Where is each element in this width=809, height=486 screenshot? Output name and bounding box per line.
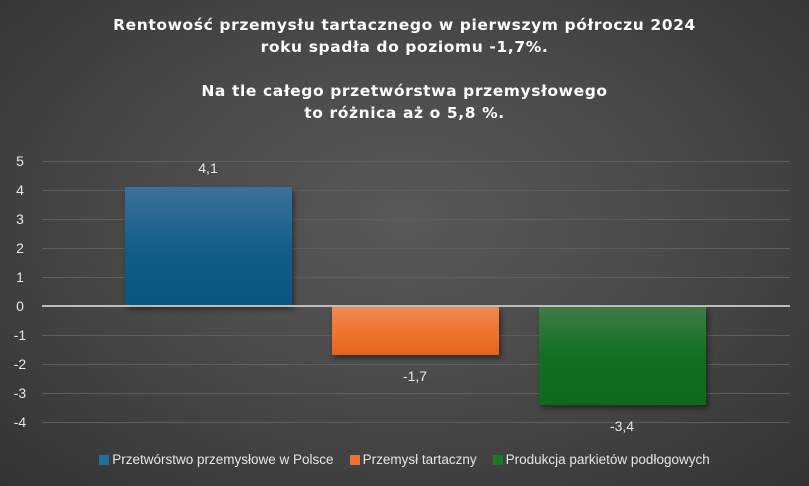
y-tick: -3 — [13, 385, 27, 401]
legend-label: Produkcja parkietów podłogowych — [505, 452, 710, 467]
gridline — [42, 190, 790, 191]
data-label: 4,1 — [198, 160, 218, 176]
data-label: -3,4 — [609, 418, 635, 434]
gridline — [42, 393, 790, 394]
legend-swatch-orange — [349, 454, 360, 465]
gridline — [42, 364, 790, 365]
title-line-2: roku spadła do poziomu -1,7%. — [260, 38, 549, 56]
legend-item: Przetwórstwo przemysłowe w Polsce — [99, 452, 334, 467]
legend-swatch-blue — [99, 454, 110, 465]
data-label: -1,7 — [402, 368, 428, 384]
legend-item: Przemysł tartaczny — [349, 452, 477, 467]
legend-label: Przemysł tartaczny — [362, 452, 477, 467]
y-tick: -1 — [13, 327, 27, 343]
title-line-1: Rentowość przemysłu tartacznego w pierws… — [113, 16, 696, 34]
gridline — [42, 422, 790, 423]
zero-axis-line — [42, 305, 790, 307]
gridline — [42, 248, 790, 249]
y-tick: 1 — [16, 269, 24, 285]
gridline — [42, 219, 790, 220]
bar-przemysl-tartaczny — [332, 307, 499, 355]
gridline — [42, 277, 790, 278]
legend-item: Produkcja parkietów podłogowych — [492, 452, 710, 467]
y-tick: -2 — [13, 356, 27, 372]
y-tick: 0 — [16, 298, 24, 314]
y-tick: 5 — [16, 153, 24, 169]
y-tick: 3 — [16, 211, 24, 227]
legend: Przetwórstwo przemysłowe w Polsce Przemy… — [0, 452, 809, 467]
gridline — [42, 161, 790, 162]
legend-label: Przetwórstwo przemysłowe w Polsce — [112, 452, 334, 467]
legend-swatch-green — [492, 454, 503, 465]
y-tick: 2 — [16, 240, 24, 256]
title-line-4: to różnica aż o 5,8 %. — [304, 104, 505, 122]
y-tick: 4 — [16, 182, 24, 198]
bar-przetworstwo — [125, 187, 292, 306]
title-line-3: Na tle całego przetwórstwa przemysłowego — [201, 82, 608, 100]
y-tick: -4 — [13, 414, 27, 430]
chart-title: Rentowość przemysłu tartacznego w pierws… — [0, 14, 809, 124]
bar-parkiety — [539, 307, 706, 405]
